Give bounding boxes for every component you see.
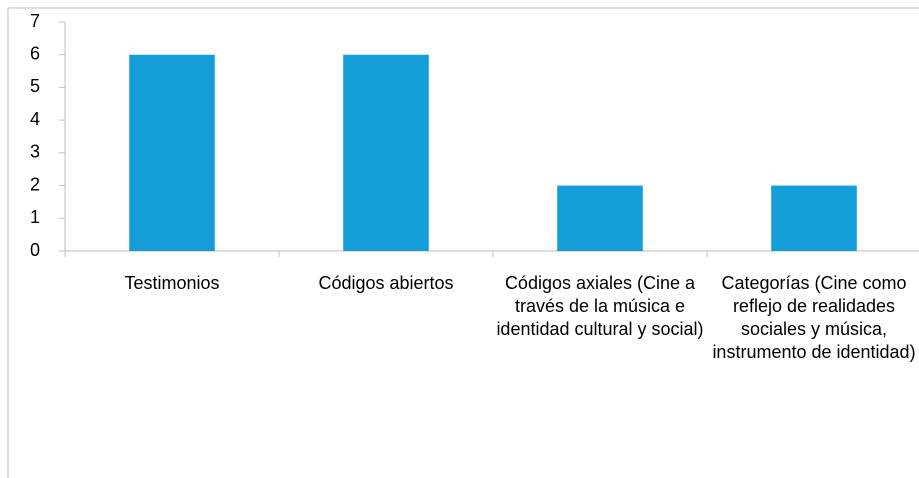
bar bbox=[129, 54, 215, 251]
x-tick-label: Códigos axiales (Cine a través de la mús… bbox=[496, 273, 704, 339]
x-tick-label: Categorías (Cine como reflejo de realida… bbox=[712, 273, 916, 362]
y-tick-label: 4 bbox=[30, 109, 40, 129]
x-tick-label: Códigos abiertos bbox=[318, 273, 454, 293]
y-tick-label: 5 bbox=[30, 76, 40, 96]
bar bbox=[771, 185, 857, 251]
y-tick-label: 3 bbox=[30, 142, 40, 162]
chart-frame bbox=[7, 7, 919, 478]
bar bbox=[557, 185, 643, 251]
y-tick-label: 2 bbox=[30, 174, 40, 194]
bar bbox=[343, 54, 429, 251]
y-tick-label: 0 bbox=[30, 240, 40, 260]
y-tick-label: 1 bbox=[30, 207, 40, 227]
y-tick-label: 6 bbox=[30, 43, 40, 63]
x-tick-label: Testimonios bbox=[124, 273, 220, 293]
y-tick-label: 7 bbox=[30, 11, 40, 31]
